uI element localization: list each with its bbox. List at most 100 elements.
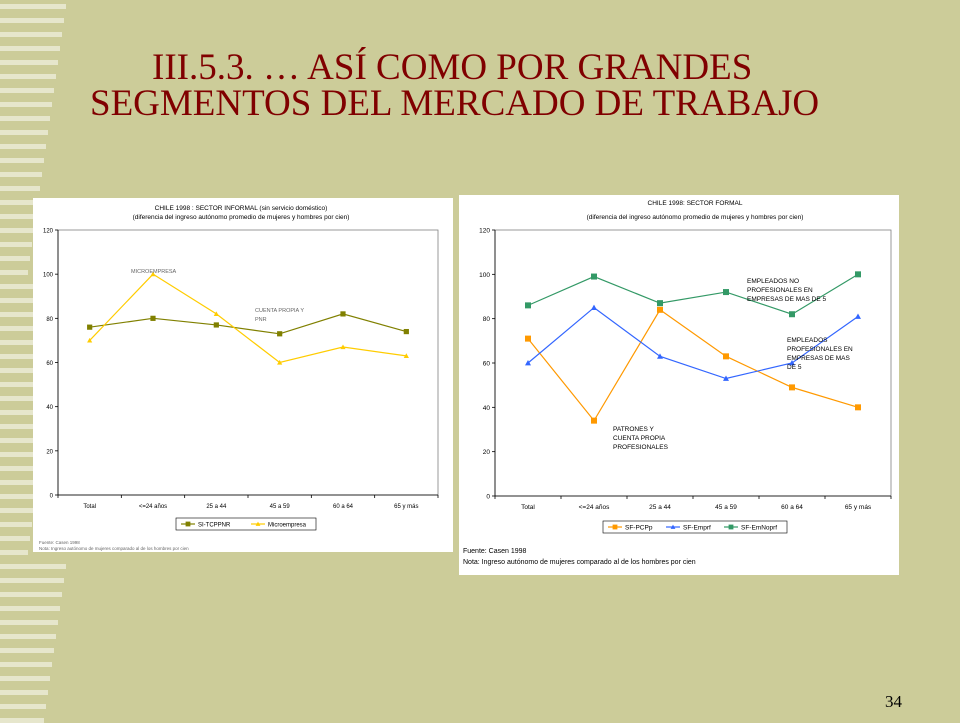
y-tick-label: 0 <box>486 494 490 501</box>
decorative-stripe <box>0 46 60 51</box>
data-point <box>855 404 861 411</box>
data-point <box>87 324 93 330</box>
decorative-stripe <box>0 494 36 499</box>
chart-title: CHILE 1998 : SECTOR INFORMAL (sin servic… <box>155 205 328 212</box>
data-point <box>670 524 676 529</box>
decorative-stripe <box>0 620 58 625</box>
annotation-empleados-no-1: EMPLEADOS NO <box>747 278 799 285</box>
series-line <box>89 273 407 364</box>
data-point <box>403 353 409 358</box>
decorative-stripe <box>0 298 64 303</box>
decorative-stripe <box>0 354 56 359</box>
decorative-stripe <box>0 228 34 233</box>
y-tick-label: 120 <box>479 228 490 235</box>
y-tick-label: 40 <box>46 405 53 411</box>
chart-annotations: MICROEMPRESA CUENTA PROPIA Y PNR <box>131 269 304 323</box>
y-tick-label: 60 <box>483 361 491 368</box>
chart-note: Nota: Ingreso autónomo de mujeres compar… <box>463 559 696 566</box>
data-point <box>612 524 618 530</box>
plot-area <box>57 229 439 496</box>
chart-title: CHILE 1998: SECTOR FORMAL <box>648 200 743 207</box>
decorative-stripe <box>0 130 48 135</box>
series-line <box>89 313 407 335</box>
decorative-stripe <box>0 326 60 331</box>
decorative-stripe <box>0 256 30 261</box>
chart-formal-panel: CHILE 1998: SECTOR FORMAL (diferencia de… <box>459 195 899 575</box>
x-tick-label: <=24 años <box>139 504 167 510</box>
series-line <box>527 306 859 380</box>
legend-box <box>602 520 788 534</box>
chart-subtitle: (diferencia del ingreso autónomo promedi… <box>587 214 804 221</box>
data-point <box>150 271 156 277</box>
decorative-stripe <box>0 424 46 429</box>
series-line <box>527 273 859 315</box>
data-point <box>277 331 283 337</box>
y-tick-label: 80 <box>483 316 491 323</box>
legend-label: SF-EmNoprf <box>741 525 777 532</box>
decorative-stripe <box>0 32 62 37</box>
decorative-stripe <box>0 116 50 121</box>
decorative-stripe <box>0 606 60 611</box>
decorative-stripe <box>0 158 44 163</box>
data-point <box>525 302 531 309</box>
decorative-stripe <box>0 172 42 177</box>
data-point <box>855 313 861 319</box>
data-point <box>591 304 597 310</box>
x-tick-label: 65 y más <box>845 504 872 511</box>
data-point <box>657 306 663 313</box>
decorative-stripe <box>0 144 46 149</box>
decorative-stripe <box>0 312 62 317</box>
chart-informal: CHILE 1998 : SECTOR INFORMAL (sin servic… <box>39 205 439 551</box>
decorative-stripe <box>0 88 54 93</box>
y-tick-label: 20 <box>483 449 491 456</box>
data-point <box>525 335 531 342</box>
y-tick-label: 120 <box>43 229 54 235</box>
decorative-stripe <box>0 368 54 373</box>
data-point <box>150 315 156 321</box>
data-point <box>789 311 795 318</box>
plot-area <box>494 229 892 497</box>
y-tick-label: 100 <box>479 272 490 279</box>
legend-label: Microempresa <box>268 523 307 529</box>
annotation-empleados-prof-2: PROFESIONALES EN <box>787 346 853 353</box>
annotation-patrones-2: CUENTA PROPIA <box>613 435 666 442</box>
legend-label: SI-TCPPNR <box>198 523 231 529</box>
y-tick-label: 20 <box>46 449 53 455</box>
data-point <box>789 360 795 366</box>
decorative-stripe <box>0 522 32 527</box>
data-point <box>723 289 729 296</box>
data-point <box>403 328 409 335</box>
chart-annotations: EMPLEADOS NO PROFESIONALES EN EMPRESAS D… <box>613 278 853 451</box>
annotation-empleados-prof-3: EMPRESAS DE MAS <box>787 355 851 362</box>
x-tick-label: Total <box>83 504 96 510</box>
annotation-patrones-3: PROFESIONALES <box>613 444 669 451</box>
chart-informal-panel: CHILE 1998 : SECTOR INFORMAL (sin servic… <box>33 198 453 552</box>
y-tick-label: 60 <box>46 361 53 367</box>
decorative-stripe <box>0 4 66 9</box>
decorative-stripe <box>0 102 52 107</box>
data-point <box>657 353 663 359</box>
annotation-empleados-no-3: EMPRESAS DE MAS DE 5 <box>747 296 826 303</box>
decorative-stripe <box>0 74 56 79</box>
y-tick-label: 40 <box>483 405 491 412</box>
chart-formal: CHILE 1998: SECTOR FORMAL (diferencia de… <box>463 200 892 566</box>
decorative-stripe <box>0 508 34 513</box>
decorative-stripe <box>0 676 50 681</box>
decorative-stripe <box>0 536 30 541</box>
legend-label: SF-PCPp <box>625 525 653 532</box>
data-point <box>185 521 191 527</box>
data-point <box>255 521 261 526</box>
slide-title-line-2: SEGMENTOS DEL MERCADO DE TRABAJO <box>90 83 820 124</box>
data-point <box>723 353 729 360</box>
slide-title-line-1: III.5.3. … ASÍ COMO POR GRANDES <box>152 47 753 88</box>
legend-label: SF-Emprf <box>683 525 711 532</box>
decorative-stripe <box>0 396 50 401</box>
data-point <box>87 337 93 343</box>
data-point <box>591 417 597 424</box>
decorative-stripe <box>0 466 40 471</box>
decorative-stripe <box>0 214 36 219</box>
x-tick-label: 65 y más <box>394 504 418 510</box>
data-point <box>340 344 346 350</box>
data-point <box>213 311 219 316</box>
data-point <box>525 360 531 366</box>
